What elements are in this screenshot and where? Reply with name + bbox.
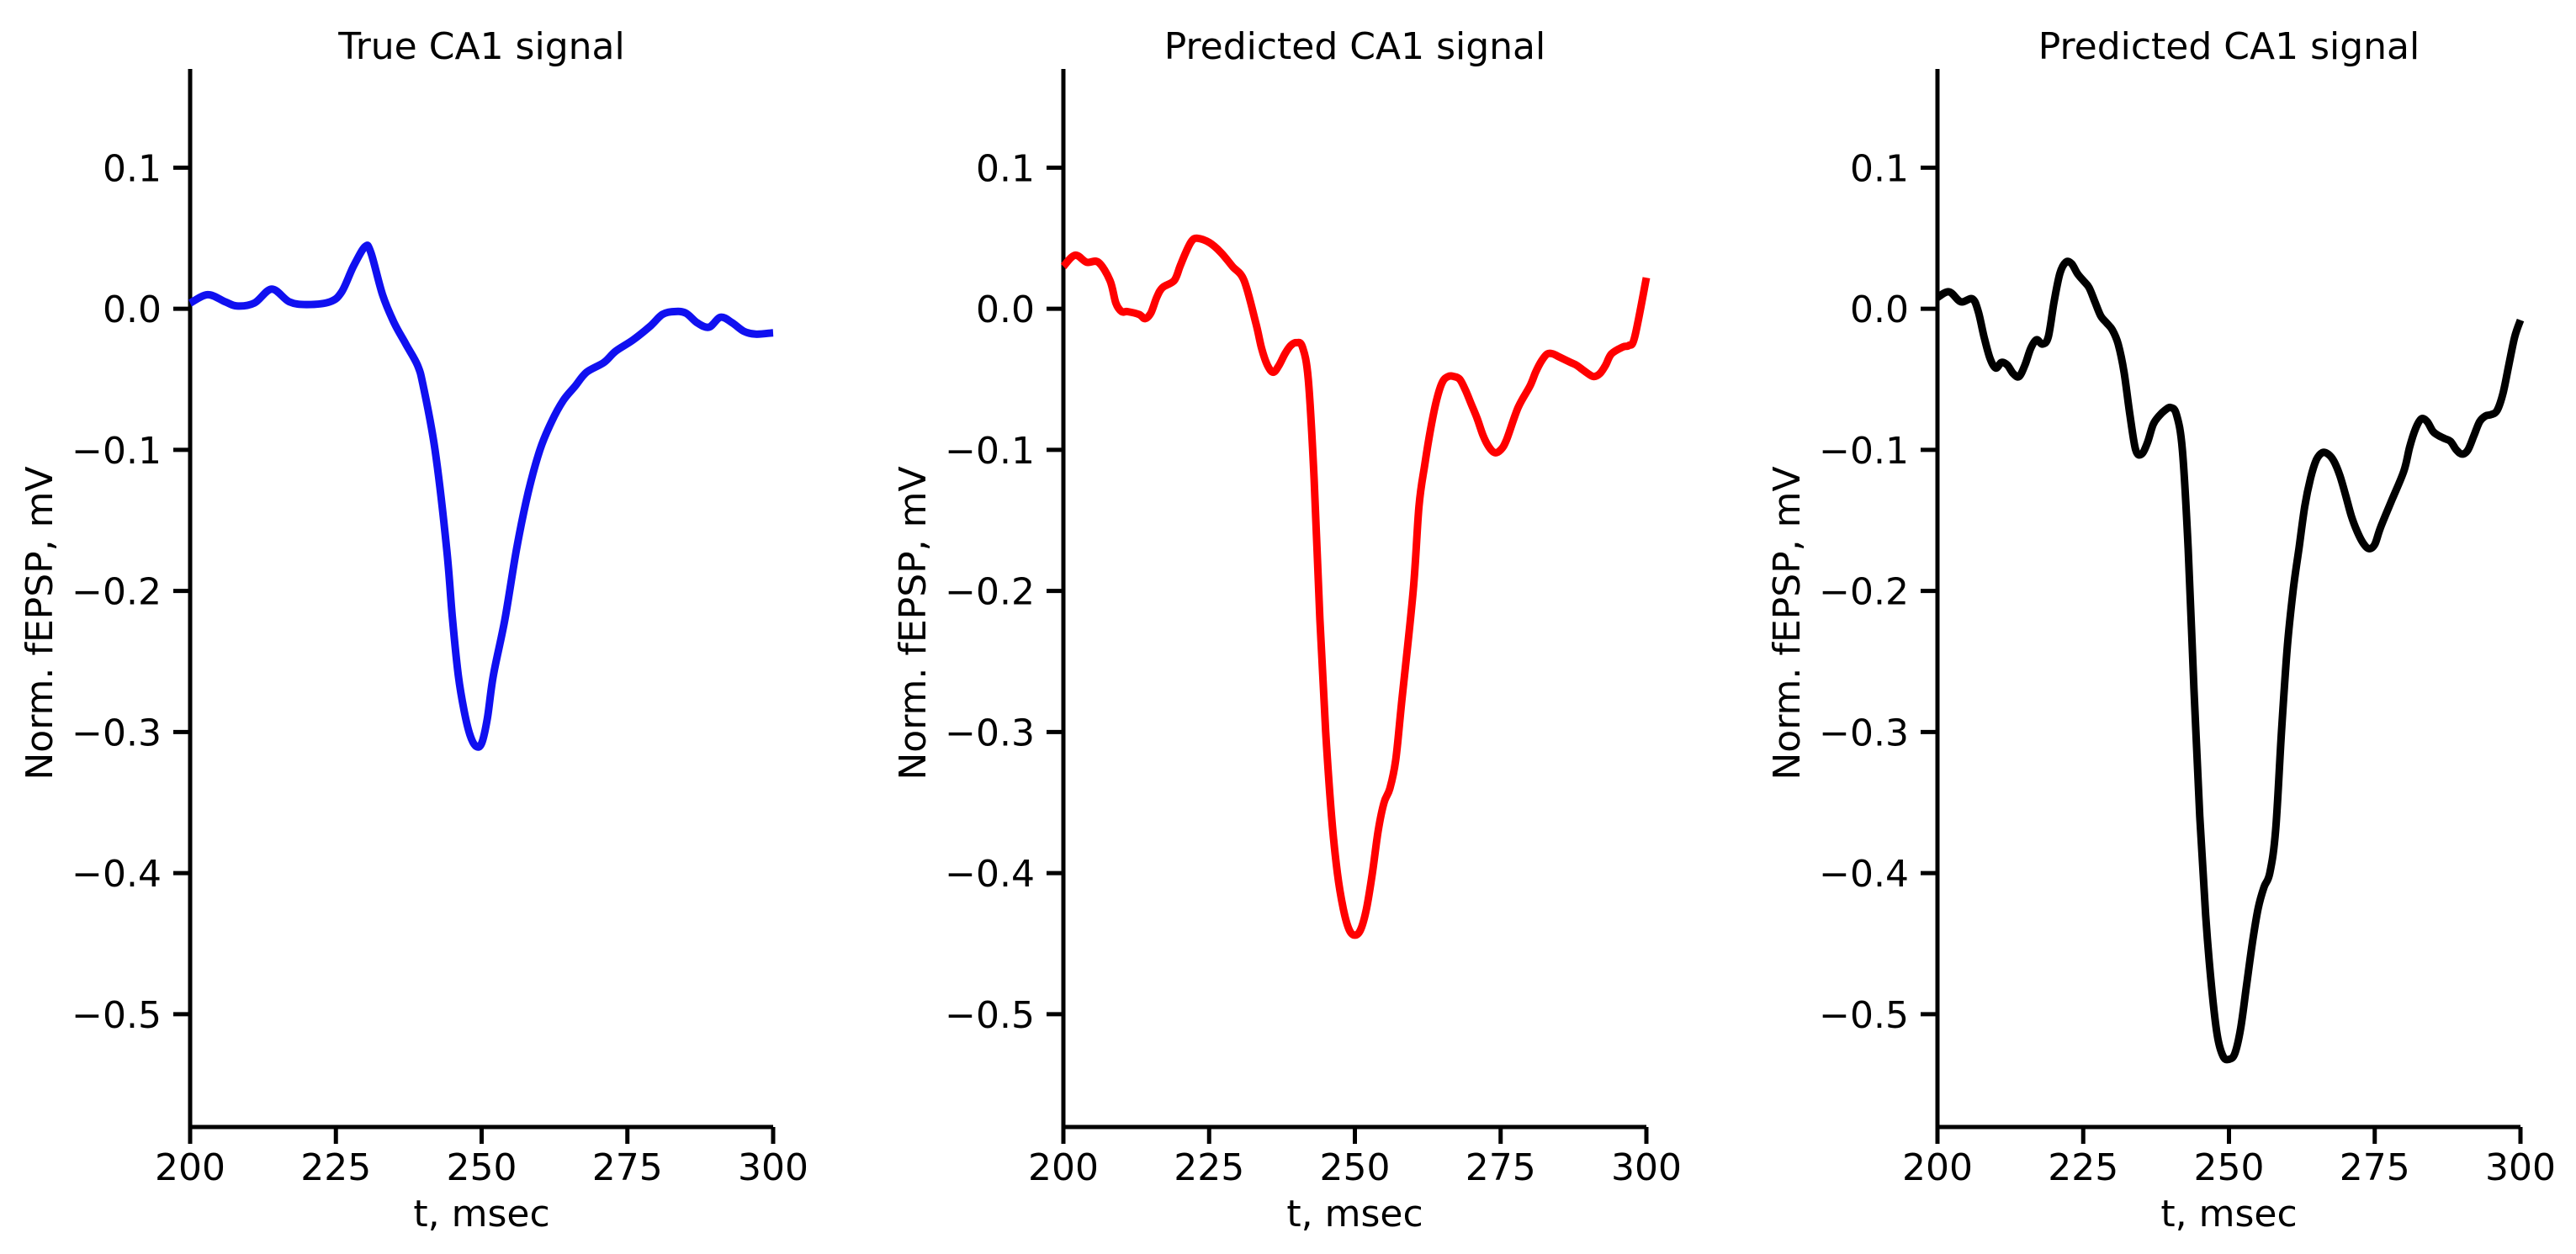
x-tick-label: 250 <box>2194 1146 2265 1189</box>
signal-line <box>1935 257 2525 1064</box>
x-tick-label: 300 <box>2485 1146 2556 1189</box>
y-tick-label: −0.2 <box>945 571 1035 614</box>
x-tick-label: 300 <box>1611 1146 1682 1189</box>
y-tick-label: −0.2 <box>1819 571 1909 614</box>
x-axis-label: t, msec <box>1286 1193 1423 1235</box>
y-tick-label: 0.0 <box>103 288 162 331</box>
y-tick-label: −0.5 <box>72 994 162 1037</box>
x-axis-label: t, msec <box>413 1193 549 1235</box>
y-tick-label: −0.2 <box>72 571 162 614</box>
panel-title: Predicted CA1 signal <box>1164 25 1546 68</box>
x-tick-label: 250 <box>447 1146 517 1189</box>
x-tick-label: 200 <box>155 1146 225 1189</box>
panel-title: Predicted CA1 signal <box>2038 25 2420 68</box>
y-axis-label: Norm. fEPSP, mV <box>1766 466 1809 780</box>
y-tick-label: 0.0 <box>1850 288 1909 331</box>
x-tick-label: 275 <box>1466 1146 1536 1189</box>
x-tick-label: 275 <box>592 1146 663 1189</box>
y-tick-label: −0.4 <box>72 853 162 896</box>
y-tick-label: 0.0 <box>976 288 1035 331</box>
y-tick-label: −0.1 <box>1819 430 1909 473</box>
y-tick-label: 0.1 <box>103 147 162 190</box>
x-tick-label: 300 <box>738 1146 808 1189</box>
y-axis-label: Norm. fEPSP, mV <box>19 466 61 780</box>
x-tick-label: 200 <box>1028 1146 1099 1189</box>
y-tick-label: −0.1 <box>72 430 162 473</box>
x-tick-label: 275 <box>2340 1146 2410 1189</box>
signal-line <box>188 241 774 751</box>
y-tick-label: −0.5 <box>1819 994 1909 1037</box>
y-tick-label: −0.5 <box>945 994 1035 1037</box>
y-tick-label: 0.1 <box>1850 147 1909 190</box>
y-tick-label: −0.4 <box>945 853 1035 896</box>
x-tick-label: 225 <box>2048 1146 2118 1189</box>
panel-predicted-ca1-black: Predicted CA1 signal t, msec Norm. fEPSP… <box>1766 25 2556 1235</box>
x-tick-label: 250 <box>1320 1146 1391 1189</box>
y-tick-label: 0.1 <box>976 147 1035 190</box>
y-tick-label: −0.3 <box>72 712 162 754</box>
y-tick-label: −0.4 <box>1819 853 1909 896</box>
x-axis-label: t, msec <box>2160 1193 2297 1235</box>
y-tick-label: −0.3 <box>1819 712 1909 754</box>
y-axis-label: Norm. fEPSP, mV <box>892 466 935 780</box>
panel-predicted-ca1-red: Predicted CA1 signal t, msec Norm. fEPSP… <box>892 25 1682 1235</box>
y-tick-label: −0.3 <box>945 712 1035 754</box>
x-tick-label: 200 <box>1902 1146 1973 1189</box>
signal-line <box>1060 234 1651 939</box>
panel-title: True CA1 signal <box>337 25 624 68</box>
x-tick-label: 225 <box>1174 1146 1244 1189</box>
y-tick-label: −0.1 <box>945 430 1035 473</box>
x-tick-label: 225 <box>300 1146 371 1189</box>
panel-true-ca1: True CA1 signal t, msec Norm. fEPSP, mV … <box>19 25 808 1235</box>
